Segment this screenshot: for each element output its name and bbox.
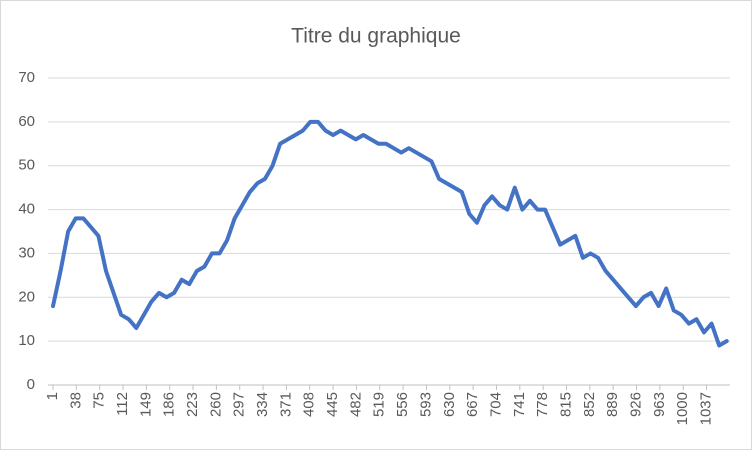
x-tick-label: 223 (184, 392, 201, 417)
x-tick-label: 704 (487, 392, 504, 417)
x-tick-label: 519 (371, 392, 388, 417)
y-tick-label: 50 (18, 157, 35, 174)
x-tick-label: 445 (324, 392, 341, 417)
x-tick-label: 112 (114, 392, 131, 416)
x-tick-label: 778 (534, 392, 551, 417)
y-tick-label: 70 (18, 69, 35, 86)
x-tick-label: 1 (44, 392, 61, 400)
x-tick-label: 186 (161, 392, 178, 417)
line-series (51, 119, 729, 348)
x-tick-label: 593 (417, 392, 434, 417)
x-tick-label: 741 (511, 392, 528, 417)
x-tick-label: 889 (604, 392, 621, 417)
x-tick-label: 630 (441, 392, 458, 417)
x-tick-label: 556 (394, 392, 411, 417)
x-tick-label: 667 (464, 392, 481, 417)
y-tick-label: 30 (18, 244, 35, 261)
y-tick-label: 10 (18, 332, 35, 349)
y-tick-label: 0 (27, 376, 35, 393)
x-tick-label: 149 (137, 392, 154, 417)
x-tick-label: 334 (254, 392, 271, 417)
x-tick-label: 815 (557, 392, 574, 417)
chart-title: Titre du graphique (291, 25, 461, 48)
x-tick-label: 1037 (698, 392, 715, 425)
x-tick-label: 926 (627, 392, 644, 417)
y-tick-label: 20 (18, 288, 35, 305)
y-tick-label: 40 (18, 201, 35, 218)
x-tick-label: 963 (651, 392, 668, 417)
x-tick-label: 1000 (674, 392, 691, 425)
x-tick-label: 371 (277, 392, 294, 417)
x-tick-label: 260 (207, 392, 224, 417)
x-tick-label: 482 (347, 392, 364, 417)
x-tick-label: 408 (301, 392, 318, 417)
x-tick-label: 75 (91, 392, 108, 409)
x-tick-label: 297 (231, 392, 248, 417)
x-tick-label: 852 (581, 392, 598, 417)
x-tick-label: 38 (67, 392, 84, 409)
y-tick-label: 60 (18, 113, 35, 130)
